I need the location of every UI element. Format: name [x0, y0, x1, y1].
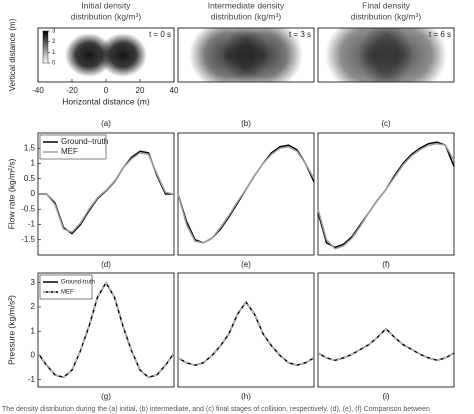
- legend-label: MEF: [61, 147, 78, 156]
- density-map: [189, 28, 303, 82]
- time-annotation: t = 0 s: [149, 30, 171, 39]
- legend-label: Ground–truth: [61, 137, 108, 146]
- panel-frame: [317, 27, 455, 83]
- panel-label: (b): [241, 119, 251, 128]
- x-tick-label: 20: [136, 86, 145, 95]
- series-line: [177, 301, 315, 366]
- panel-label: (c): [381, 119, 391, 128]
- panel-title: Initial density: [81, 0, 131, 10]
- panel-label: (h): [241, 392, 251, 401]
- panel-title: distribution (kg/m³): [71, 11, 142, 21]
- y-tick-label: 0: [31, 189, 36, 198]
- y-tick-label: -1: [28, 375, 36, 384]
- time-annotation: t = 3 s: [289, 30, 311, 39]
- time-annotation: t = 6 s: [429, 30, 451, 39]
- panel-frame: [177, 272, 315, 388]
- colorbar-tick-label: 0: [52, 61, 56, 67]
- panel-title: distribution (kg/m³): [351, 11, 422, 21]
- series-line: [317, 142, 455, 250]
- y-tick-label: 0: [31, 351, 36, 360]
- series-line: [177, 145, 315, 244]
- panel-title: Final density: [362, 0, 410, 10]
- panel-label: (e): [241, 260, 251, 269]
- panel-frame: [177, 132, 315, 256]
- colorbar-tick-label: 1: [52, 50, 56, 56]
- colorbar-tick-label: 3: [52, 29, 56, 35]
- y-tick-label: -1: [28, 220, 36, 229]
- panel-label: (d): [101, 260, 111, 269]
- panel-frame: [317, 132, 455, 256]
- series-line: [317, 328, 455, 361]
- legend-label: MEF: [61, 290, 74, 296]
- y-tick-label: 1: [31, 159, 36, 168]
- legend-label: Ground-truth: [61, 280, 95, 286]
- y-tick-label: -0.5: [21, 204, 35, 213]
- density-blob: [65, 33, 113, 77]
- legend-box: [39, 274, 93, 300]
- y-axis-label: Flow rate (kg/m²/s): [6, 158, 16, 229]
- x-tick-label: -20: [66, 86, 78, 95]
- colorbar-tick-label: 2: [52, 39, 56, 45]
- x-tick-label: -40: [32, 86, 44, 95]
- panel-title: Intermediate density: [208, 0, 285, 10]
- y-tick-label: 1.5: [24, 143, 36, 152]
- panel-frame: [177, 27, 315, 83]
- y-tick-label: 1: [31, 326, 36, 335]
- panel-frame: [317, 272, 455, 388]
- panel-title: distribution (kg/m³): [211, 11, 282, 21]
- panel-label: (g): [101, 392, 111, 401]
- y-tick-label: 0.5: [24, 174, 36, 183]
- density-map: [65, 33, 147, 77]
- y-tick-label: 2: [31, 302, 36, 311]
- panel-label: (a): [101, 119, 111, 128]
- series-line: [37, 282, 175, 378]
- y-tick-label: -1.5: [21, 235, 35, 244]
- colorbar: [42, 30, 49, 64]
- density-blob: [359, 28, 447, 82]
- x-axis-label: Horizontal distance (m): [62, 96, 150, 106]
- x-tick-label: 40: [170, 86, 179, 95]
- y-axis-label: Vertical distance (m): [8, 18, 17, 91]
- series-line: [38, 152, 175, 233]
- y-axis-label: Pressure (kg/m/s²): [6, 295, 16, 365]
- x-tick-label: 0: [104, 86, 109, 95]
- density-map: [325, 28, 447, 82]
- panel-label: (f): [382, 260, 390, 269]
- legend-box: [39, 134, 107, 160]
- density-blob: [99, 33, 147, 77]
- y-tick-label: 3: [31, 278, 36, 287]
- density-blob: [223, 28, 303, 82]
- caption: The density distribution during the (a) …: [2, 406, 430, 413]
- panel-label: (i): [382, 392, 389, 401]
